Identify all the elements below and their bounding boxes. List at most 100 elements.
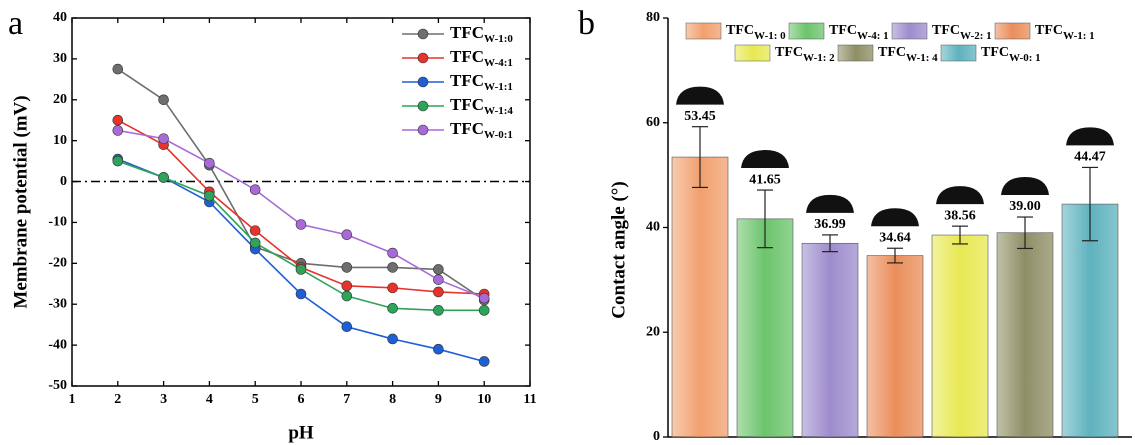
data-point <box>433 287 443 297</box>
y-axis-label: Membrane potential (mV) <box>10 95 31 308</box>
droplet <box>676 87 724 105</box>
legend-label: TFCW-4: 1 <box>829 23 889 41</box>
legend-label: TFCW-1: 2 <box>775 45 835 63</box>
legend-label: TFCW-4:1 <box>450 47 513 69</box>
data-point <box>113 156 123 166</box>
legend-name: TFC <box>450 23 484 42</box>
bar <box>932 235 988 437</box>
figure: a b 1234567891011-50-40-30-20-1001020304… <box>0 0 1135 445</box>
y-tick-label: 60 <box>646 115 660 130</box>
data-point <box>433 305 443 315</box>
x-tick-label: 9 <box>435 392 442 407</box>
bar <box>802 243 858 437</box>
legend-label: TFCW-1: 1 <box>1035 23 1095 41</box>
data-point <box>113 125 123 135</box>
legend-name: TFC <box>981 45 1009 60</box>
legend-name: TFC <box>932 23 960 38</box>
y-tick-label: -20 <box>48 256 67 271</box>
x-tick-label: 2 <box>114 392 121 407</box>
droplet <box>1001 177 1049 195</box>
y-tick-label: 0 <box>60 174 67 189</box>
data-point <box>296 264 306 274</box>
legend-label: TFCW-1: 4 <box>878 45 938 63</box>
value-label: 36.99 <box>814 217 846 232</box>
y-tick-label: 80 <box>646 10 660 25</box>
legend-subscript: W-1:4 <box>484 105 513 117</box>
legend-subscript: W-1: 0 <box>754 30 786 42</box>
legend-label: TFCW-1:0 <box>450 23 513 45</box>
y-tick-label: 20 <box>53 92 67 107</box>
legend-name: TFC <box>450 71 484 90</box>
droplet <box>741 150 789 168</box>
x-tick-label: 6 <box>298 392 305 407</box>
legend-swatch <box>941 45 976 61</box>
legend-subscript: W-1: 2 <box>803 52 835 64</box>
bar <box>672 157 728 437</box>
droplet <box>1066 127 1114 145</box>
legend-marker <box>418 77 428 87</box>
legend-subscript: W-0:1 <box>484 129 513 141</box>
legend-label: TFCW-1: 0 <box>726 23 786 41</box>
x-axis-label: pH <box>288 422 314 443</box>
y-tick-label: -50 <box>48 378 67 393</box>
legend-swatch <box>892 23 927 39</box>
legend-swatch <box>789 23 824 39</box>
data-point <box>159 134 169 144</box>
panel-label: b <box>578 5 595 42</box>
legend-label: TFCW-1:1 <box>450 71 513 93</box>
legend-name: TFC <box>726 23 754 38</box>
data-point <box>296 289 306 299</box>
data-point <box>433 275 443 285</box>
x-tick-label: 1 <box>69 392 76 407</box>
y-tick-label: 0 <box>653 429 660 444</box>
x-tick-label: 8 <box>389 392 396 407</box>
value-label: 34.64 <box>879 230 911 245</box>
panel-label: a <box>8 5 23 42</box>
droplet <box>871 208 919 226</box>
data-point <box>388 334 398 344</box>
legend-swatch <box>995 23 1030 39</box>
data-point <box>250 238 260 248</box>
legend-label: TFCW-2: 1 <box>932 23 992 41</box>
legend-swatch <box>735 45 770 61</box>
x-tick-label: 4 <box>206 392 213 407</box>
data-point <box>204 158 214 168</box>
x-tick-label: 10 <box>477 392 491 407</box>
y-tick-label: -10 <box>48 215 67 230</box>
bar <box>997 233 1053 437</box>
legend-label: TFCW-0: 1 <box>981 45 1041 63</box>
x-tick-label: 7 <box>343 392 350 407</box>
legend-marker <box>418 29 428 39</box>
value-label: 41.65 <box>749 172 781 187</box>
x-tick-label: 3 <box>160 392 167 407</box>
data-point <box>113 115 123 125</box>
y-tick-label: 40 <box>646 220 660 235</box>
data-point <box>479 293 489 303</box>
value-label: 53.45 <box>684 109 716 124</box>
legend-subscript: W-1:0 <box>484 33 513 45</box>
droplet <box>936 186 984 204</box>
data-point <box>204 191 214 201</box>
y-tick-label: -40 <box>48 337 67 352</box>
data-point <box>342 291 352 301</box>
legend-name: TFC <box>878 45 906 60</box>
legend-name: TFC <box>450 47 484 66</box>
legend-subscript: W-4: 1 <box>857 30 889 42</box>
data-point <box>479 356 489 366</box>
legend-subscript: W-1: 4 <box>906 52 938 64</box>
data-point <box>342 322 352 332</box>
y-axis-label: Contact angle (°) <box>608 181 629 318</box>
legend-subscript: W-2: 1 <box>960 30 992 42</box>
y-tick-label: -30 <box>48 296 67 311</box>
value-label: 44.47 <box>1074 150 1106 165</box>
legend-subscript: W-1:1 <box>484 81 513 93</box>
data-point <box>250 185 260 195</box>
legend-swatch <box>838 45 873 61</box>
legend-marker <box>418 53 428 63</box>
droplet <box>806 195 854 213</box>
data-point <box>479 305 489 315</box>
legend-marker <box>418 101 428 111</box>
value-label: 39.00 <box>1009 199 1041 214</box>
data-point <box>433 344 443 354</box>
legend-swatch <box>686 23 721 39</box>
